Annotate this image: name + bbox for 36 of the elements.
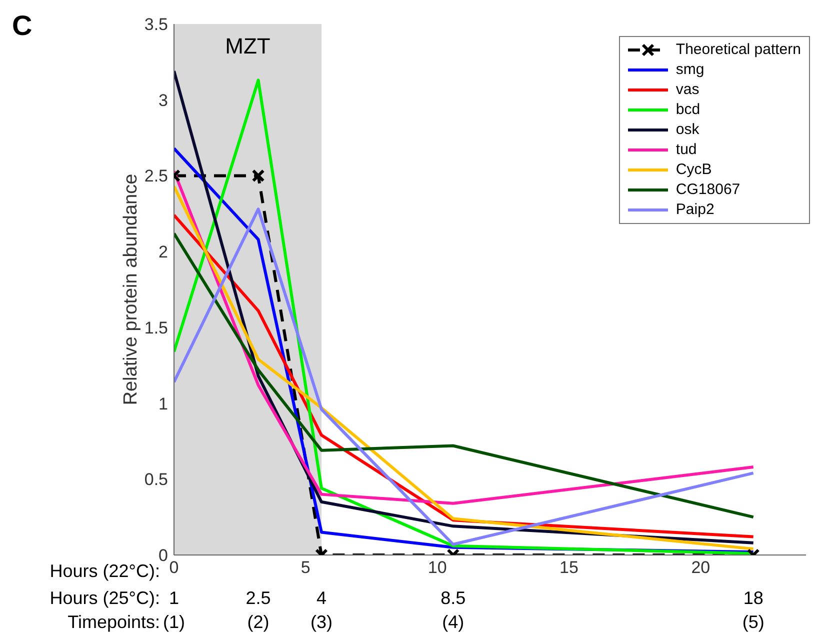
text: (1) — [163, 612, 185, 632]
x-tick-label: 5 — [300, 558, 310, 578]
legend-label: tud — [676, 140, 697, 160]
text: (2) — [247, 612, 270, 632]
text: 18 — [743, 588, 764, 608]
legend-label: osk — [676, 120, 700, 140]
y-tick-label: 1.5 — [144, 318, 168, 338]
text: (4) — [442, 612, 464, 632]
text: Timepoints: — [68, 612, 160, 632]
x-tick-label: 15 — [560, 558, 578, 578]
x-tick-label: 10 — [428, 558, 447, 578]
text: 4 — [316, 588, 326, 608]
y-tick-label: 3 — [158, 90, 168, 110]
legend-label: vas — [676, 80, 700, 100]
band-label: MZT — [225, 34, 270, 59]
text: (3) — [310, 612, 332, 632]
text: 8.5 — [440, 588, 466, 608]
y-tick-label: 3.5 — [144, 15, 168, 34]
text: (5) — [742, 612, 764, 632]
y-tick-label: 1 — [158, 394, 168, 414]
y-axis-title: Relative protein abundance — [120, 174, 142, 406]
y-tick-label: 2.5 — [144, 166, 168, 186]
legend-label: CycB — [676, 160, 712, 180]
legend-label: CG18067 — [676, 180, 740, 200]
legend-label: Theoretical pattern — [676, 40, 801, 60]
x-tick-label: 20 — [691, 558, 710, 578]
text: Hours (25°C): — [50, 588, 160, 608]
legend-label: smg — [676, 60, 704, 80]
x-axis-title: Hours (22°C): — [50, 561, 160, 581]
text: 2.5 — [246, 588, 271, 608]
y-tick-label: 0.5 — [144, 470, 168, 490]
legend-label: Paip2 — [676, 200, 714, 220]
legend-label: bcd — [676, 100, 700, 120]
chart-title: C — [12, 10, 32, 42]
y-tick-label: 2 — [158, 242, 168, 262]
y-tick-label: 0 — [158, 546, 168, 566]
